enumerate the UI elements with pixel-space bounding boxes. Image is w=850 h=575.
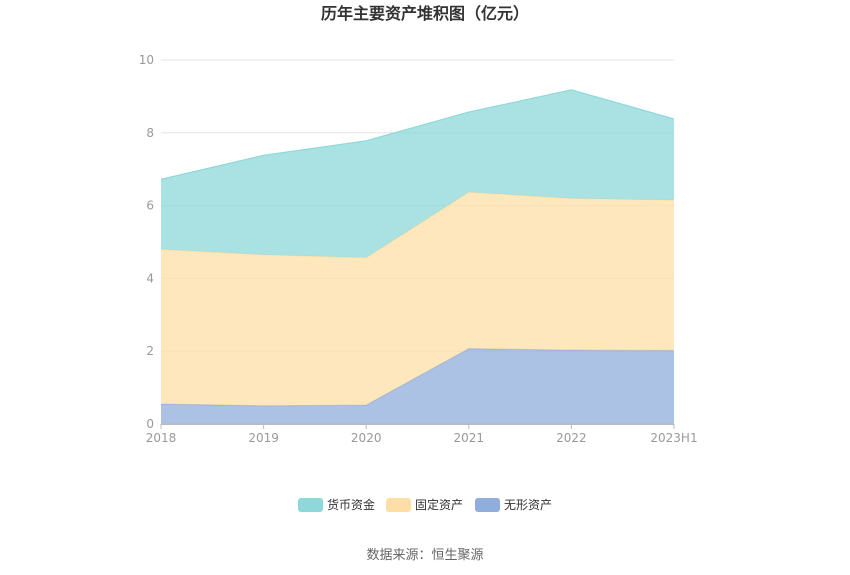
legend-item-固定资产[interactable]: 固定资产 — [386, 497, 463, 512]
x-tick-label: 2023H1 — [650, 431, 697, 445]
x-tick-label: 2019 — [248, 431, 279, 445]
x-tick-label: 2021 — [454, 431, 485, 445]
legend[interactable]: 货币资金 固定资产 无形资产 — [298, 497, 552, 512]
area-无形资产[interactable] — [161, 348, 674, 424]
x-tick-label: 2022 — [556, 431, 587, 445]
series-line-货币资金 — [160, 89, 675, 180]
legend-item-货币资金[interactable]: 货币资金 — [298, 497, 375, 512]
legend-swatch — [298, 498, 323, 512]
area-series — [160, 89, 675, 424]
area-固定资产[interactable] — [161, 192, 674, 406]
legend-swatch — [386, 498, 411, 512]
legend-item-无形资产[interactable]: 无形资产 — [475, 498, 552, 512]
x-tick-label: 2020 — [351, 431, 382, 445]
legend-swatch — [475, 498, 500, 512]
legend-label: 固定资产 — [415, 497, 463, 512]
y-tick-label: 10 — [139, 53, 154, 67]
y-tick-label: 6 — [146, 199, 154, 213]
area-货币资金[interactable] — [161, 89, 674, 258]
legend-label: 无形资产 — [504, 498, 552, 512]
y-tick-label: 0 — [146, 417, 154, 431]
legend-label: 货币资金 — [327, 497, 375, 512]
y-tick-label: 8 — [146, 126, 154, 140]
y-tick-label: 4 — [146, 271, 154, 285]
y-tick-label: 2 — [146, 344, 154, 358]
axes: 2018 2019 2020 2021 2022 2023H1 0 2 4 6 8 10 — [139, 53, 698, 445]
chart-title: 历年主要资产堆积图（亿元） — [321, 4, 529, 23]
data-source-note: 数据来源：恒生聚源 — [366, 548, 483, 563]
x-tick-label: 2018 — [146, 431, 177, 445]
